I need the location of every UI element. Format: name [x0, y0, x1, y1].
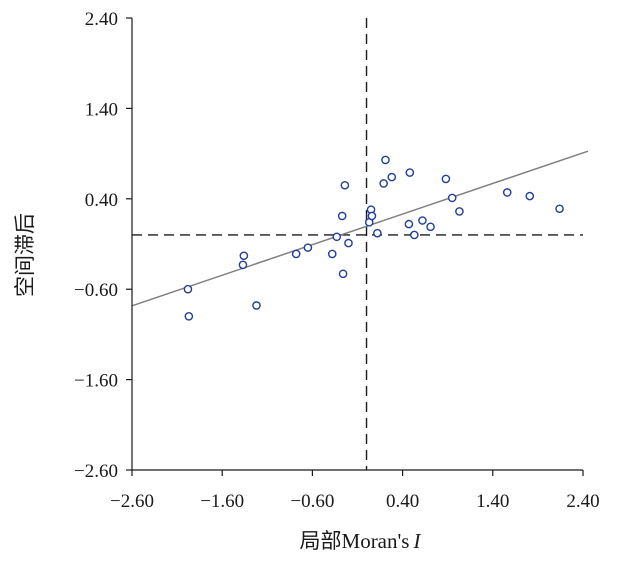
data-point — [340, 180, 350, 190]
data-point — [455, 207, 464, 216]
x-tick-label: −1.60 — [200, 491, 244, 512]
data-point — [184, 312, 194, 321]
data-point — [410, 230, 419, 240]
data-point — [238, 260, 248, 270]
data-points — [183, 155, 564, 321]
data-point — [367, 211, 377, 221]
x-axis-label-italic: I — [412, 529, 421, 553]
x-tick-label: −2.60 — [110, 491, 154, 512]
data-point — [381, 155, 390, 165]
data-point — [418, 216, 427, 225]
data-point — [338, 269, 348, 279]
data-point — [525, 191, 535, 201]
data-point — [239, 251, 249, 261]
fit-line-group — [131, 150, 589, 307]
y-axis-label: 空间滞后 — [13, 213, 37, 297]
y-tick-label: 0.40 — [85, 190, 118, 211]
x-tick-label: 0.40 — [386, 491, 419, 512]
reference-lines — [132, 18, 583, 470]
data-point — [291, 249, 301, 259]
data-point — [252, 301, 261, 310]
y-tick-label: −2.60 — [74, 461, 118, 482]
regression-line — [131, 150, 589, 307]
data-point — [387, 172, 397, 182]
data-point — [303, 243, 313, 252]
x-tick-label: −0.60 — [290, 491, 334, 512]
data-point — [441, 174, 451, 184]
data-point — [337, 211, 347, 221]
y-tick-label: −0.60 — [74, 280, 118, 301]
data-point — [332, 232, 342, 242]
x-tick-label: 1.40 — [476, 491, 509, 512]
x-axis-label-main: 局部Moran's — [300, 529, 410, 553]
data-point — [555, 204, 564, 214]
data-point — [344, 238, 353, 248]
x-tick-label: 2.40 — [566, 491, 599, 512]
data-point — [502, 188, 512, 197]
y-tick-label: 2.40 — [85, 9, 118, 30]
x-axis-label: 局部Moran's I — [300, 529, 422, 553]
y-tick-label: −1.60 — [74, 371, 118, 392]
data-point — [327, 249, 337, 259]
data-point — [404, 219, 414, 229]
y-tick-label: 1.40 — [85, 99, 118, 120]
data-point — [447, 193, 457, 203]
data-point — [373, 228, 382, 238]
axis-labels: 局部Moran's I 空间滞后 — [13, 213, 421, 553]
axes: −2.60 −1.60 −0.60 0.40 1.40 2.40 −2.60 −1.60 −0.… — [74, 9, 600, 512]
data-point — [405, 168, 415, 177]
data-point — [183, 284, 193, 294]
data-point — [379, 179, 388, 188]
data-point — [426, 222, 435, 232]
